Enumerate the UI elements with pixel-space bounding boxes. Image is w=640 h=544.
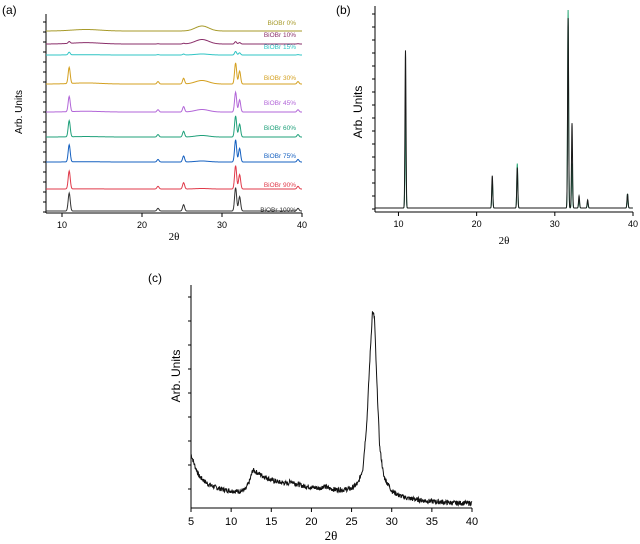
panel-c-x-tick-label: 20	[305, 516, 317, 528]
panel-b-x-tick-label: 20	[472, 219, 482, 229]
panel-a-x-tick-label: 10	[57, 220, 67, 230]
panel-a-series-line	[46, 187, 303, 212]
panel-a-series-line	[46, 25, 302, 32]
panel-b-x-tick-label: 10	[393, 219, 403, 229]
panel-b: 10 20 30 40 2θ Arb. Units	[351, 6, 638, 247]
panel-label-b: (b)	[336, 3, 351, 17]
panel-c-x-tick-label: 40	[466, 516, 478, 528]
panel-a-series-line	[46, 115, 302, 138]
panel-c-x-tick-label: 15	[265, 516, 277, 528]
panel-label-a: (a)	[2, 3, 17, 17]
panel-a-series-line	[46, 90, 302, 113]
panel-a-y-label: Arb. Units	[14, 90, 25, 134]
panel-a-legend-label: BiOBr 100%	[260, 207, 296, 214]
panel-a-series-line	[45, 38, 302, 45]
panel-b-y-label: Arb. Units	[351, 86, 365, 139]
panel-a-legend-label: BiOBr 75%	[264, 153, 296, 160]
panel-label-c: (c)	[148, 271, 162, 285]
panel-a-series-line	[46, 62, 302, 85]
panel-a-series-line	[46, 139, 302, 163]
panel-b-x-label: 2θ	[499, 235, 510, 247]
panel-a-legend-label: BiOBr 30%	[264, 75, 296, 82]
panel-c-x-tick-label: 25	[345, 516, 357, 528]
panel-a-legend-label: BiOBr 90%	[264, 182, 296, 189]
panel-a-x-tick-label: 20	[137, 220, 147, 230]
panel-a-x-tick-label: 40	[297, 220, 307, 230]
panel-c-x-tick-label: 30	[386, 516, 398, 528]
panel-c-x-label: 2θ	[325, 528, 338, 543]
panel-a-series-line	[46, 50, 302, 56]
panel-c-x-tick-label: 10	[225, 516, 237, 528]
panel-a-x-tick-label: 30	[217, 220, 227, 230]
panel-a-legend-label: BiOBr 0%	[267, 20, 296, 27]
panel-b-measured-line	[375, 18, 633, 209]
panel-c-x-tick-label: 35	[426, 516, 438, 528]
panel-c-series-line	[190, 311, 473, 507]
panel-c: 5 10 15 20 25 30 35 40 2θ Arb. Units	[169, 285, 478, 543]
panel-b-x-tick-label: 40	[628, 219, 638, 229]
panel-a: 10 20 30 40 BiOBr 0% BiOBr 10% BiOBr 15% BiOBr…	[14, 14, 307, 243]
panel-b-x-tick-label: 30	[550, 219, 560, 229]
panel-a-legend-label: BiOBr 45%	[264, 100, 296, 107]
panel-a-legend-label: BiOBr 15%	[264, 44, 296, 51]
panel-a-legend-label: BiOBr 60%	[264, 125, 296, 132]
panel-c-x-tick-label: 5	[188, 516, 194, 528]
panel-b-reference-line	[375, 9, 633, 209]
panel-c-y-label: Arb. Units	[169, 350, 183, 403]
panel-a-series-line	[46, 165, 303, 190]
panel-a-legend-label: BiOBr 10%	[264, 32, 296, 39]
panel-a-x-label: 2θ	[169, 231, 180, 243]
